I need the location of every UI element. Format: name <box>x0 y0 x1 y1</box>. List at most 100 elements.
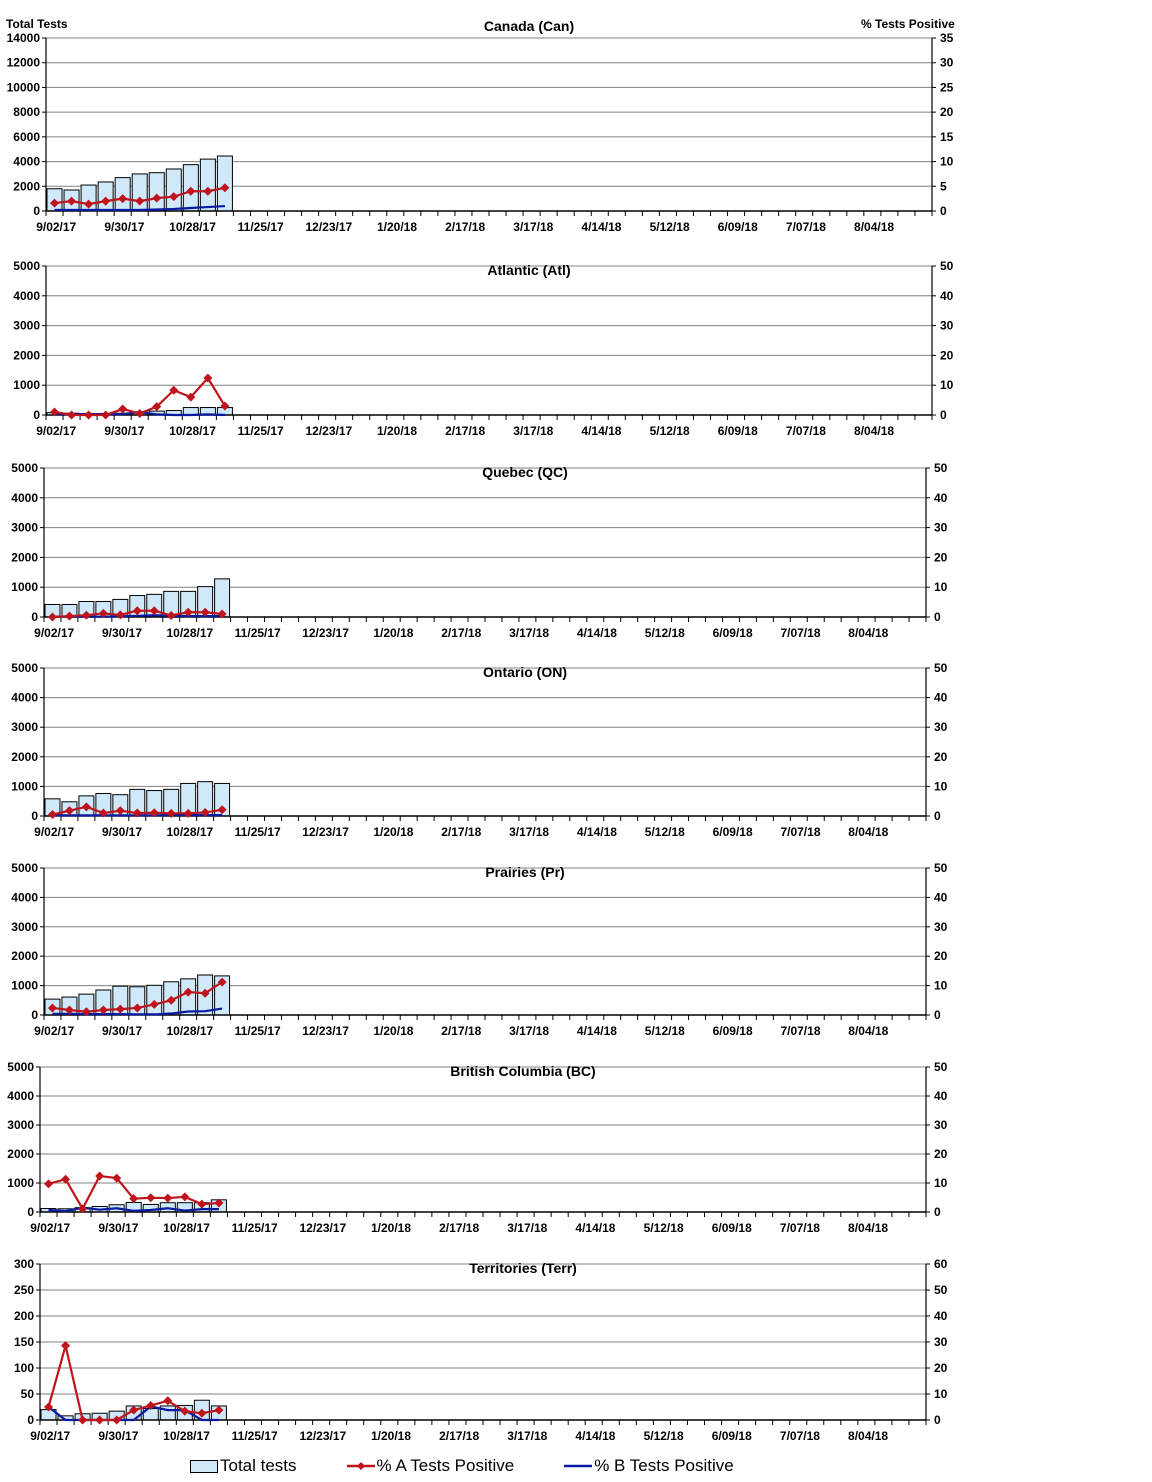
x-tick-label: 9/30/17 <box>98 1429 138 1443</box>
x-tick-label: 6/09/18 <box>712 1429 752 1443</box>
diamond-marker-icon <box>67 196 77 206</box>
diamond-marker-icon <box>115 806 125 816</box>
x-tick-label: 2/17/18 <box>441 1024 481 1038</box>
y2-tick-label: 40 <box>934 691 948 705</box>
diamond-marker-icon <box>78 1415 88 1425</box>
x-tick-label: 8/04/18 <box>854 220 894 234</box>
x-tick-label: 5/12/18 <box>644 1221 684 1235</box>
y2-tick-label: 10 <box>934 580 948 594</box>
y2-tick-label: 30 <box>934 720 948 734</box>
x-tick-label: 1/20/18 <box>373 626 413 640</box>
x-tick-label: 11/25/17 <box>235 825 281 839</box>
right-axis-title: % Tests Positive <box>861 17 955 31</box>
x-tick-label: 8/04/18 <box>848 626 888 640</box>
total-tests-bar <box>165 168 182 212</box>
diamond-marker-icon <box>169 192 179 202</box>
diamond-marker-icon <box>84 199 94 209</box>
x-tick-label: 3/17/18 <box>509 825 549 839</box>
y2-tick-label: 50 <box>934 1283 948 1297</box>
diamond-marker-icon <box>146 1193 156 1203</box>
diamond-marker-icon <box>44 1402 54 1412</box>
diamond-marker-icon <box>214 1198 224 1208</box>
x-tick-label: 1/20/18 <box>373 825 413 839</box>
x-tick-label: 1/20/18 <box>377 424 417 438</box>
x-tick-label: 10/28/17 <box>163 1429 210 1443</box>
x-tick-label: 10/28/17 <box>163 1221 210 1235</box>
diamond-marker-icon <box>95 1171 105 1181</box>
diamond-marker-icon <box>217 805 227 815</box>
y-tick-label: 0 <box>31 809 38 823</box>
x-tick-label: 6/09/18 <box>718 424 758 438</box>
diamond-marker-icon <box>50 198 60 208</box>
total-tests-bar <box>180 978 197 1016</box>
y2-tick-label: 10 <box>934 979 948 993</box>
x-tick-label: 8/04/18 <box>848 1221 888 1235</box>
x-tick-label: 9/02/17 <box>34 825 74 839</box>
diamond-marker-icon <box>200 988 210 998</box>
diamond-marker-icon <box>149 606 159 616</box>
y2-tick-label: 20 <box>934 1361 948 1375</box>
diamond-marker-icon <box>61 1341 71 1351</box>
y2-tick-label: 0 <box>934 809 941 823</box>
diamond-marker-icon <box>166 995 176 1005</box>
diamond-marker-icon <box>98 1005 108 1015</box>
diamond-marker-icon <box>78 1204 88 1214</box>
y-tick-label: 1000 <box>11 779 38 793</box>
x-tick-label: 7/07/18 <box>786 424 826 438</box>
y-tick-label: 8000 <box>13 105 40 119</box>
x-tick-label: 12/23/17 <box>302 1024 349 1038</box>
b-positive-line <box>47 1405 219 1422</box>
diamond-marker-icon <box>135 196 145 206</box>
diamond-marker-icon <box>81 1007 91 1017</box>
x-tick-label: 4/14/18 <box>577 1024 617 1038</box>
x-tick-label: 1/20/18 <box>377 220 417 234</box>
x-tick-label: 5/12/18 <box>645 626 685 640</box>
x-tick-label: 9/02/17 <box>36 424 76 438</box>
diamond-marker-icon <box>163 1396 173 1406</box>
diamond-marker-icon <box>47 810 57 820</box>
y2-tick-label: 50 <box>934 861 948 875</box>
diamond-marker-icon <box>214 1405 224 1415</box>
y-tick-label: 4000 <box>11 890 38 904</box>
x-tick-label: 6/09/18 <box>713 1024 753 1038</box>
x-tick-label: 2/17/18 <box>445 424 485 438</box>
diamond-marker-icon <box>183 987 193 997</box>
x-tick-label: 5/12/18 <box>645 1024 685 1038</box>
x-tick-label: 10/28/17 <box>169 220 216 234</box>
x-tick-label: 9/02/17 <box>34 626 74 640</box>
diamond-marker-icon <box>183 607 193 617</box>
y-tick-label: 3000 <box>7 1118 34 1132</box>
y2-tick-label: 30 <box>934 521 948 535</box>
legend-total-tests: Total tests <box>190 1456 297 1476</box>
y2-tick-label: 30 <box>934 920 948 934</box>
x-tick-label: 4/14/18 <box>581 220 621 234</box>
y-tick-label: 12000 <box>7 56 41 70</box>
y-tick-label: 5000 <box>11 661 38 675</box>
y2-tick-label: 15 <box>940 130 954 144</box>
y2-tick-label: 10 <box>940 155 954 169</box>
x-tick-label: 1/20/18 <box>371 1429 411 1443</box>
y2-tick-label: 40 <box>934 491 948 505</box>
y2-tick-label: 50 <box>940 259 954 273</box>
y2-tick-label: 20 <box>940 105 954 119</box>
chart-panel: 0 1000 2000 3000 4000 5000 0 10 20 30 40 50 9/02/17 9… <box>11 661 947 839</box>
y-tick-label: 5000 <box>7 1060 34 1074</box>
chart-panel: 0 2000 4000 6000 8000 10000 12000 14000 0 5 10 15 20… <box>7 18 954 234</box>
y2-tick-label: 30 <box>934 1335 948 1349</box>
red-diamond-line-icon <box>346 1462 375 1470</box>
x-tick-label: 4/14/18 <box>577 626 617 640</box>
y-tick-label: 1000 <box>7 1176 34 1190</box>
x-tick-label: 12/23/17 <box>299 1221 346 1235</box>
diamond-marker-icon <box>64 1005 74 1015</box>
y-tick-label: 6000 <box>13 130 40 144</box>
y2-tick-label: 10 <box>940 378 954 392</box>
diamond-marker-icon <box>186 186 196 196</box>
diamond-marker-icon <box>217 977 227 987</box>
diamond-marker-icon <box>98 808 108 818</box>
x-tick-label: 3/17/18 <box>507 1221 547 1235</box>
x-tick-label: 6/09/18 <box>713 626 753 640</box>
diamond-marker-icon <box>220 401 230 411</box>
left-axis-title: Total Tests <box>6 17 68 31</box>
y-tick-label: 2000 <box>11 750 38 764</box>
